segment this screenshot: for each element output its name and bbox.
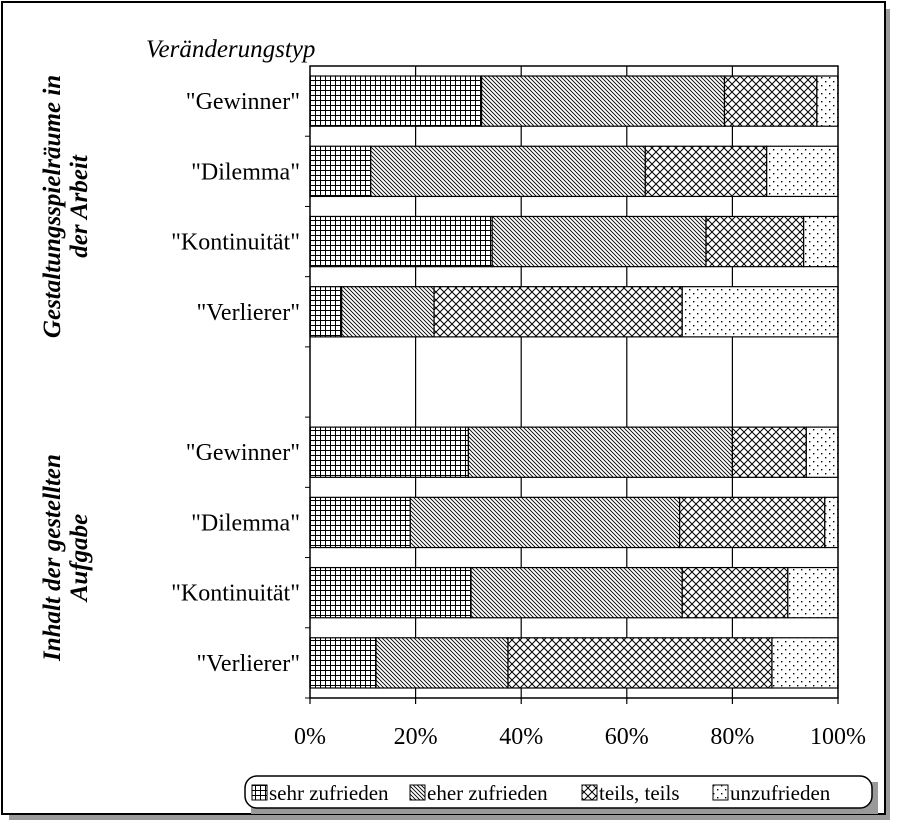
bar-segment	[309, 566, 472, 619]
x-tick-label: 60%	[605, 724, 649, 750]
bar-segment	[467, 426, 733, 478]
bar-segment	[681, 566, 789, 619]
bar-segment	[723, 75, 818, 127]
legend-label: sehr zufrieden	[269, 781, 389, 805]
category-label: "Gewinner"	[186, 440, 300, 466]
bar-segment	[771, 637, 839, 689]
bar-segment	[816, 75, 839, 127]
bar-segment	[375, 637, 509, 689]
bar-segment	[481, 75, 726, 127]
group-label: Inhalt der gestellten	[39, 454, 66, 662]
group-labels: Gestaltungsspielräume in der Arbeit Inhalt…	[39, 75, 93, 662]
x-tick-label: 100%	[810, 724, 866, 750]
bar-segment	[309, 637, 377, 689]
bar-segment	[787, 566, 839, 619]
category-label: "Kontinuität"	[171, 230, 300, 256]
plot-border	[309, 65, 839, 699]
legend-label: teils, teils	[599, 781, 680, 805]
bar-segment	[507, 637, 773, 689]
category-label: "Kontinuität"	[171, 581, 300, 607]
bar-segment	[433, 286, 683, 338]
category-label: "Gewinner"	[186, 89, 300, 115]
bar-segment	[309, 496, 411, 549]
group-label: Gestaltungsspielräume in	[39, 75, 66, 338]
bar-segment	[491, 215, 707, 268]
bar-segment	[731, 426, 807, 478]
bar-segment	[803, 215, 839, 268]
bar-segment	[309, 426, 469, 478]
bar-segment	[309, 145, 372, 198]
x-tick-label: 20%	[394, 724, 438, 750]
category-label: "Verlierer"	[196, 300, 300, 326]
bar-segment	[341, 286, 435, 338]
legend-swatch	[409, 784, 426, 801]
group-label: Aufgabe	[66, 514, 93, 604]
bar-segment	[805, 426, 839, 478]
bar-segment	[824, 496, 839, 549]
legend-swatch	[581, 784, 598, 801]
category-label: "Verlierer"	[196, 651, 300, 677]
x-tick-label: 80%	[710, 724, 754, 750]
bar-segment	[766, 145, 839, 198]
bar-segment	[470, 566, 683, 619]
legend-label: eher zufrieden	[427, 781, 548, 805]
bar-segment	[370, 145, 646, 198]
bar-segment	[409, 496, 681, 549]
bar-segment	[705, 215, 805, 268]
bar-segment	[309, 215, 493, 268]
legend: sehr zufrieden eher zufrieden teils, teils…	[244, 775, 878, 814]
bar-segment	[309, 75, 483, 127]
legend-swatch	[251, 784, 268, 801]
bar-segment	[681, 286, 839, 338]
x-tick-label: 0%	[294, 724, 326, 750]
group-label: der Arbeit	[66, 154, 93, 258]
chart-title: Veränderungstyp	[146, 36, 315, 63]
x-tick-label: 40%	[499, 724, 543, 750]
category-label: "Dilemma"	[191, 510, 300, 536]
legend-label: unzufrieden	[730, 781, 831, 805]
plot-area: "Gewinner" "Dilemma" "Kontinuität" "Verlier…	[171, 65, 866, 750]
bar-segment	[644, 145, 768, 198]
legend-swatch	[712, 784, 729, 801]
bar-segment	[309, 286, 343, 338]
bar-segment	[678, 496, 826, 549]
category-label: "Dilemma"	[191, 159, 300, 185]
